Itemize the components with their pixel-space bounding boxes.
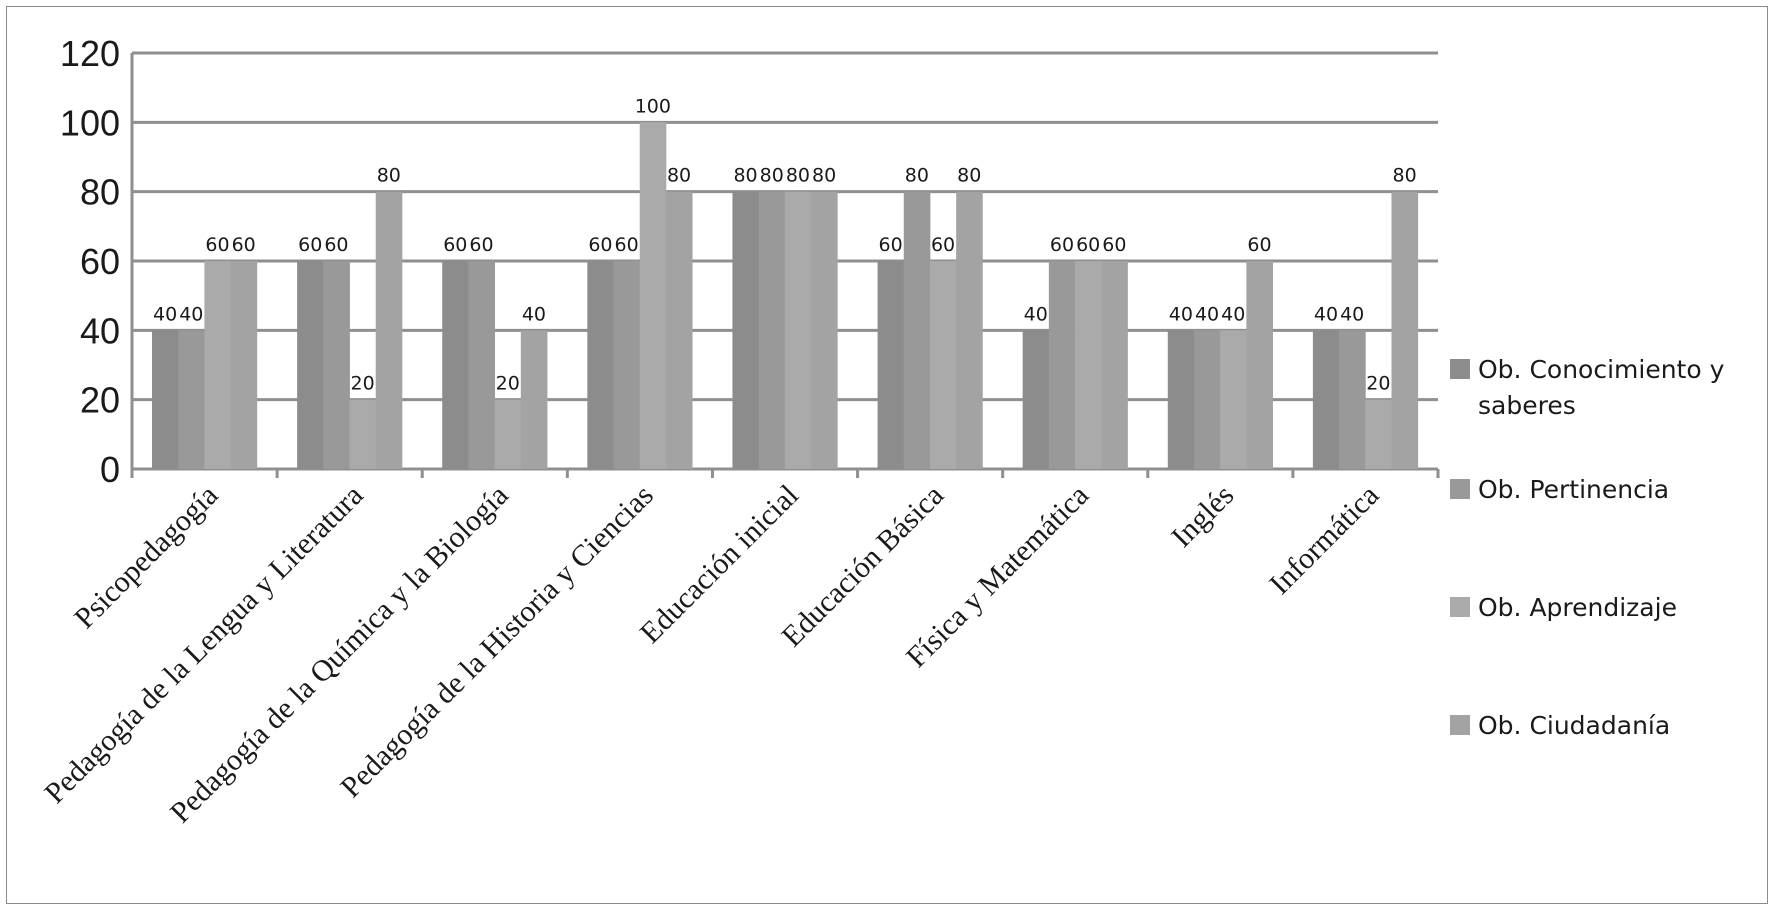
bar	[929, 261, 957, 469]
bar	[811, 191, 838, 469]
data-label: 80	[905, 165, 929, 187]
y-tick-label: 40	[80, 310, 120, 351]
bar	[1048, 261, 1076, 469]
bar	[877, 261, 905, 469]
bar	[784, 191, 812, 469]
data-label: 40	[153, 303, 177, 325]
legend-swatch	[1450, 359, 1470, 379]
bar	[1391, 191, 1419, 469]
bar	[204, 261, 231, 469]
bar	[1339, 330, 1366, 469]
data-label: 60	[232, 234, 256, 256]
data-label: 60	[1050, 234, 1074, 256]
data-label: 60	[1102, 234, 1126, 256]
bar	[349, 399, 377, 469]
x-category-label: Pedagogía de la Historia y Ciencias	[334, 479, 660, 805]
bar	[323, 261, 350, 469]
legend-label: Ob. Aprendizaje	[1478, 593, 1677, 622]
data-label: 40	[522, 303, 546, 325]
bar	[1075, 261, 1102, 469]
data-label: 60	[324, 234, 348, 256]
legend-swatch	[1450, 479, 1470, 499]
data-label: 40	[1221, 303, 1245, 325]
bar	[903, 191, 931, 469]
data-label: 60	[443, 234, 467, 256]
bar	[1167, 330, 1195, 469]
legend-label: saberes	[1478, 391, 1576, 420]
data-label: 40	[1024, 303, 1048, 325]
data-label: 20	[1366, 373, 1390, 395]
bar	[1312, 330, 1340, 469]
y-tick-label: 0	[100, 449, 120, 490]
bar	[297, 261, 324, 469]
x-category-label: Pedagogía de la Lengua y Literatura	[38, 479, 369, 810]
legend-label: Ob. Pertinencia	[1478, 475, 1669, 504]
data-label: 40	[1340, 303, 1364, 325]
data-label: 60	[1247, 234, 1271, 256]
bar	[520, 330, 548, 469]
data-label: 40	[179, 303, 203, 325]
bar	[494, 399, 522, 469]
data-label: 60	[588, 234, 612, 256]
bar	[956, 191, 983, 469]
bar	[1193, 330, 1221, 469]
data-label: 60	[298, 234, 322, 256]
bar	[613, 261, 641, 469]
data-label: 60	[1076, 234, 1100, 256]
legend-swatch	[1450, 715, 1470, 735]
data-label: 20	[351, 373, 375, 395]
data-label: 80	[957, 165, 981, 187]
data-label: 80	[377, 165, 401, 187]
data-label: 60	[879, 234, 903, 256]
legend-label: Ob. Ciudadanía	[1478, 711, 1670, 740]
data-label: 60	[205, 234, 229, 256]
bar	[442, 261, 469, 469]
bar	[758, 191, 786, 469]
data-label: 40	[1169, 303, 1193, 325]
data-label: 20	[496, 373, 520, 395]
legend-label: Ob. Conocimiento y	[1478, 355, 1725, 384]
data-label: 80	[733, 165, 757, 187]
bar	[152, 330, 179, 469]
data-label: 80	[667, 165, 691, 187]
bar	[1246, 261, 1273, 469]
data-label: 40	[1195, 303, 1219, 325]
data-label: 100	[635, 95, 671, 117]
bar	[178, 330, 205, 469]
bar	[1022, 330, 1050, 469]
y-tick-label: 80	[80, 172, 120, 213]
bar	[665, 191, 693, 469]
bar	[587, 261, 614, 469]
x-category-label: Informática	[1263, 479, 1385, 601]
y-tick-label: 60	[80, 241, 120, 282]
data-label: 60	[615, 234, 639, 256]
data-label: 80	[786, 165, 810, 187]
bar	[639, 122, 667, 469]
y-tick-label: 20	[80, 380, 120, 421]
bar	[1365, 399, 1392, 469]
data-label: 40	[1314, 303, 1338, 325]
data-label: 60	[931, 234, 955, 256]
bar	[468, 261, 496, 469]
x-category-label: Inglés	[1165, 479, 1240, 554]
bar	[732, 191, 760, 469]
data-label: 80	[760, 165, 784, 187]
data-label: 80	[812, 165, 836, 187]
bar	[230, 261, 258, 469]
y-tick-label: 120	[60, 33, 120, 74]
data-label: 60	[469, 234, 493, 256]
data-label: 80	[1392, 165, 1416, 187]
legend-swatch	[1450, 597, 1470, 617]
y-tick-label: 100	[60, 102, 120, 143]
bar	[375, 191, 403, 469]
bar	[1220, 330, 1247, 469]
x-category-label: Psicopedagogía	[68, 479, 224, 635]
x-category-label: Educación inicial	[634, 479, 805, 650]
bar	[1101, 261, 1128, 469]
